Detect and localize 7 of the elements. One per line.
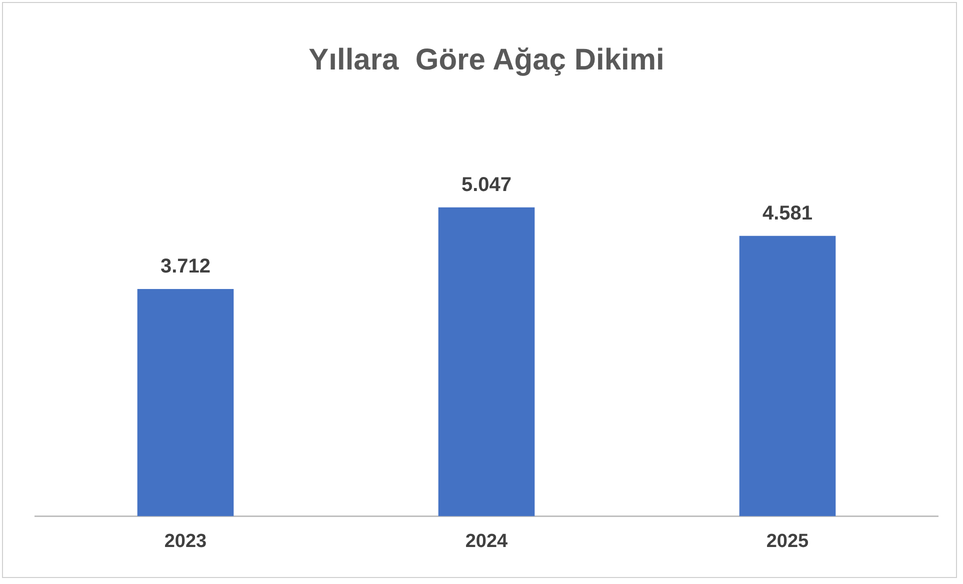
data-label: 5.047 <box>461 174 512 196</box>
data-label: 3.712 <box>160 256 211 278</box>
x-tick-label: 2024 <box>465 530 508 552</box>
chart-title: Yıllara Göre Ağaç Dikimi <box>308 43 664 76</box>
x-tick-label: 2025 <box>766 530 810 552</box>
data-label: 4.581 <box>762 202 813 224</box>
x-tick-label: 2023 <box>164 530 207 552</box>
